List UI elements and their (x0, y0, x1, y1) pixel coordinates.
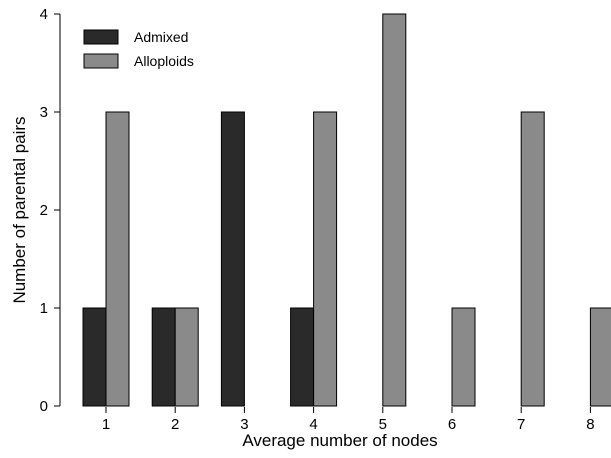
bar-alloploids-7 (520, 111, 545, 407)
legend-swatch-alloploids (83, 53, 119, 69)
x-tick-label: 1 (102, 416, 110, 433)
bar-admixed-2 (151, 307, 176, 407)
bars-group (82, 13, 611, 407)
x-tick-label: 5 (379, 416, 387, 433)
bar-alloploids-6 (451, 307, 476, 407)
x-tick-label: 7 (517, 416, 525, 433)
bar-alloploids-4 (313, 111, 338, 407)
legend-label-alloploids: Alloploids (134, 53, 194, 69)
bar-alloploids-2 (174, 307, 199, 407)
bar-admixed-3 (220, 111, 245, 407)
legend-swatch-admixed (83, 29, 119, 45)
bar-admixed-4 (290, 307, 315, 407)
y-tick-label: 3 (40, 104, 48, 121)
y-axis: 0 1 2 3 4 (40, 6, 61, 415)
bar-alloploids-8 (589, 307, 611, 407)
y-tick-label: 0 (40, 398, 48, 415)
x-tick-label: 8 (586, 416, 594, 433)
y-tick-label: 4 (40, 6, 48, 23)
x-axis: 1 2 3 4 5 6 7 8 (102, 407, 595, 433)
bar-admixed-1 (82, 307, 107, 407)
bar-alloploids-1 (105, 111, 130, 407)
y-axis-title: Number of parental pairs (10, 116, 29, 303)
y-tick-label: 1 (40, 300, 48, 317)
y-tick-label: 2 (40, 202, 48, 219)
x-tick-label: 6 (448, 416, 456, 433)
x-tick-label: 4 (309, 416, 317, 433)
legend: Admixed Alloploids (83, 29, 194, 69)
x-axis-title: Average number of nodes (242, 431, 437, 450)
x-tick-label: 3 (240, 416, 248, 433)
bar-alloploids-5 (382, 13, 407, 407)
x-tick-label: 2 (171, 416, 179, 433)
legend-label-admixed: Admixed (134, 29, 188, 45)
